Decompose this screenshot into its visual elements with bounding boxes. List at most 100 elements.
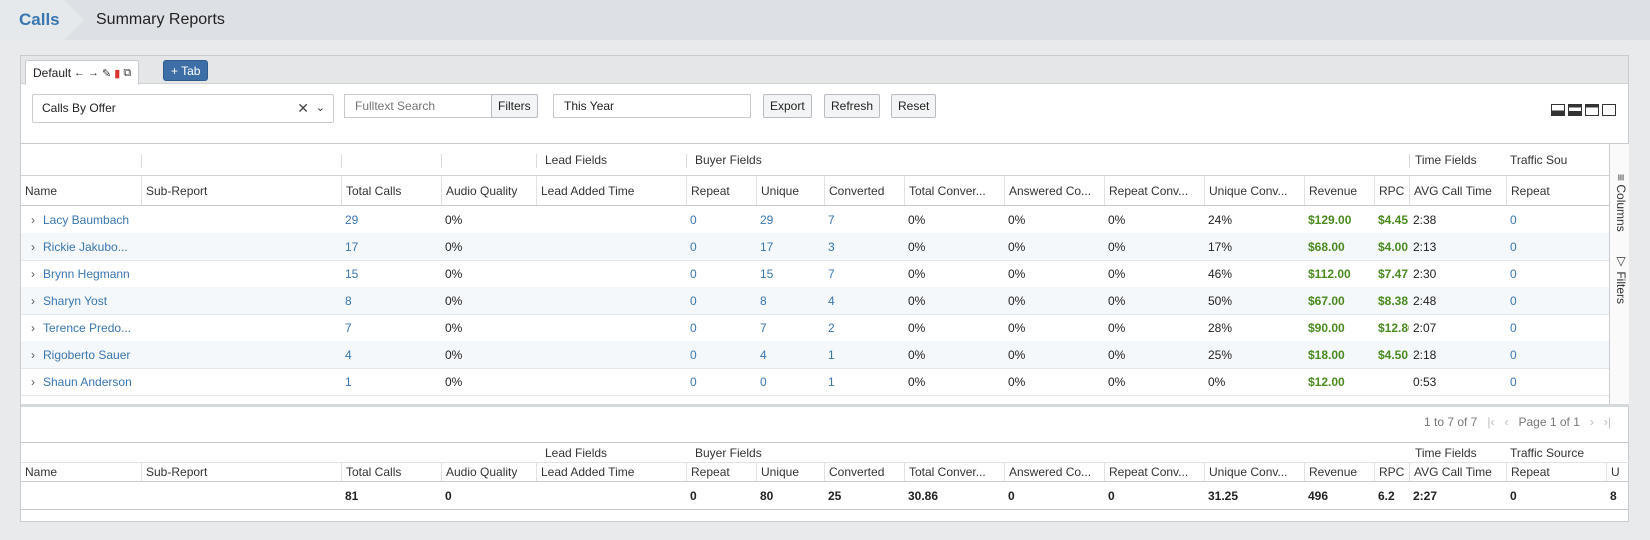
filters-button[interactable]: Filters [491, 94, 538, 118]
table-row: › Rickie Jakubo... 17 0% 0 17 3 0% 0% 0% 17% $68.00… [21, 233, 1609, 261]
layout-split-icon[interactable] [1568, 104, 1582, 116]
name-cell[interactable]: Terence Predo... [43, 320, 132, 335]
copy-icon[interactable]: ⧉ [123, 66, 132, 79]
breadcrumb: Calls Summary Reports [0, 0, 1650, 40]
traffic-repeat-cell[interactable]: 0 [1510, 293, 1517, 308]
last-page-icon[interactable]: ›| [1603, 415, 1611, 429]
repeat-cell[interactable]: 0 [690, 320, 697, 335]
col-converted[interactable]: Converted [824, 176, 904, 205]
total-calls-cell[interactable]: 29 [345, 212, 359, 227]
repeat-cell[interactable]: 0 [690, 266, 697, 281]
avg-call-time-cell: 2:13 [1413, 239, 1437, 254]
prev-page-icon[interactable]: ‹ [1504, 415, 1509, 429]
traffic-repeat-cell[interactable]: 0 [1510, 239, 1517, 254]
columns-panel-toggle[interactable]: ≡ Columns [1614, 174, 1628, 232]
name-cell[interactable]: Sharyn Yost [43, 293, 108, 308]
name-cell[interactable]: Rickie Jakubo... [43, 239, 128, 254]
chevron-right-icon[interactable]: › [31, 347, 35, 362]
chevron-right-icon[interactable]: › [31, 320, 35, 335]
col-avg-call-time[interactable]: AVG Call Time [1409, 176, 1506, 205]
chevron-down-icon[interactable]: ⌄ [315, 102, 325, 114]
traffic-repeat-cell[interactable]: 0 [1510, 347, 1517, 362]
converted-cell[interactable]: 1 [828, 374, 835, 389]
converted-cell[interactable]: 2 [828, 320, 835, 335]
first-page-icon[interactable]: |‹ [1487, 415, 1495, 429]
chevron-right-icon[interactable]: › [31, 212, 35, 227]
col-unique[interactable]: Unique [756, 176, 824, 205]
unique-conv-cell: 17% [1208, 239, 1233, 254]
col-repeat[interactable]: Repeat [686, 176, 756, 205]
unique-cell[interactable]: 7 [760, 320, 767, 335]
col-traffic-repeat[interactable]: Repeat [1506, 176, 1606, 205]
traffic-repeat-cell[interactable]: 0 [1510, 320, 1517, 335]
name-cell[interactable]: Shaun Anderson [43, 374, 132, 389]
traffic-repeat-cell[interactable]: 0 [1510, 212, 1517, 227]
total-calls-cell[interactable]: 7 [345, 320, 352, 335]
unique-cell[interactable]: 17 [760, 239, 774, 254]
repeat-cell[interactable]: 0 [690, 239, 697, 254]
repeat-cell[interactable]: 0 [690, 293, 697, 308]
pencil-icon[interactable]: ✎ [102, 67, 112, 80]
filters-panel-toggle[interactable]: ▽ Filters [1614, 254, 1628, 304]
converted-cell[interactable]: 4 [828, 293, 835, 308]
report-select[interactable]: Calls By Offer ✕ ⌄ [32, 94, 334, 123]
col-rpc[interactable]: RPC [1374, 176, 1409, 205]
clear-icon[interactable]: ✕ [297, 100, 309, 116]
fulltext-search-input[interactable] [344, 94, 494, 118]
col-total-calls[interactable]: Total Calls [341, 176, 441, 205]
unique-cell[interactable]: 8 [760, 293, 767, 308]
chevron-right-icon[interactable]: › [31, 239, 35, 254]
traffic-repeat-cell[interactable]: 0 [1510, 266, 1517, 281]
repeat-cell[interactable]: 0 [690, 347, 697, 362]
reset-button[interactable]: Reset [891, 94, 937, 118]
traffic-repeat-cell[interactable]: 0 [1510, 374, 1517, 389]
unique-cell[interactable]: 0 [760, 374, 767, 389]
converted-cell[interactable]: 1 [828, 347, 835, 362]
converted-cell[interactable]: 7 [828, 212, 835, 227]
unique-cell[interactable]: 4 [760, 347, 767, 362]
total-calls-cell[interactable]: 4 [345, 347, 352, 362]
name-cell[interactable]: Brynn Hegmann [43, 266, 130, 281]
total-calls-cell[interactable]: 17 [345, 239, 359, 254]
converted-cell[interactable]: 3 [828, 239, 835, 254]
rpc-cell: $7.47 [1378, 266, 1409, 281]
total-calls-cell[interactable]: 1 [345, 374, 352, 389]
arrow-right-icon[interactable]: → [88, 67, 100, 79]
name-cell[interactable]: Rigoberto Sauer [43, 347, 131, 362]
repeat-cell[interactable]: 0 [690, 374, 697, 389]
add-tab-button[interactable]: + Tab [163, 60, 209, 81]
layout-top-icon[interactable] [1585, 104, 1599, 116]
footer-col-name: Name [25, 465, 58, 479]
next-page-icon[interactable]: › [1589, 415, 1594, 429]
total-calls-cell[interactable]: 15 [345, 266, 359, 281]
chevron-right-icon[interactable]: › [31, 293, 35, 308]
col-total-conversion[interactable]: Total Conver... [904, 176, 1004, 205]
tab-default[interactable]: Default ← → ✎ ▮ ⧉ [25, 60, 140, 85]
chevron-right-icon[interactable]: › [31, 266, 35, 281]
layout-bottom-icon[interactable] [1551, 104, 1565, 116]
col-unique-conversion[interactable]: Unique Conv... [1204, 176, 1304, 205]
col-name[interactable]: Name [25, 183, 58, 198]
layout-full-icon[interactable] [1602, 104, 1616, 116]
col-audio-quality[interactable]: Audio Quality [441, 176, 536, 205]
converted-cell[interactable]: 7 [828, 266, 835, 281]
footer-col-sub-report: Sub-Report [141, 463, 341, 481]
col-lead-added-time[interactable]: Lead Added Time [536, 176, 686, 205]
unique-cell[interactable]: 29 [760, 212, 774, 227]
refresh-button[interactable]: Refresh [824, 94, 881, 118]
arrow-left-icon[interactable]: ← [74, 67, 86, 79]
date-range-input[interactable]: This Year [553, 94, 751, 118]
col-repeat-conversion[interactable]: Repeat Conv... [1104, 176, 1204, 205]
trash-icon[interactable]: ▮ [114, 67, 121, 80]
table-row: › Sharyn Yost 8 0% 0 8 4 0% 0% 0% 50% $67.00 $8.38 2:… [21, 287, 1609, 315]
unique-cell[interactable]: 15 [760, 266, 774, 281]
repeat-cell[interactable]: 0 [690, 212, 697, 227]
col-revenue[interactable]: Revenue [1304, 176, 1374, 205]
name-cell[interactable]: Lacy Baumbach [43, 212, 130, 227]
col-sub-report[interactable]: Sub-Report [141, 176, 341, 205]
export-button[interactable]: Export [763, 94, 812, 118]
col-answered-conversion[interactable]: Answered Co... [1004, 176, 1104, 205]
breadcrumb-calls-link[interactable]: Calls [0, 0, 64, 40]
total-calls-cell[interactable]: 8 [345, 293, 352, 308]
chevron-right-icon[interactable]: › [31, 374, 35, 389]
